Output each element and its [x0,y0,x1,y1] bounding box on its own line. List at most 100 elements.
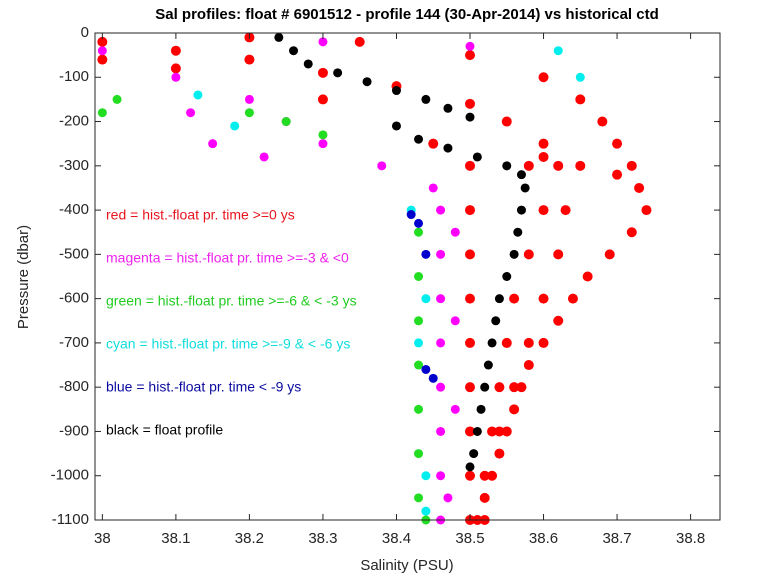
x-axis-label: Salinity (PSU) [360,557,453,574]
y-axis-label: Pressure (dbar) [15,225,32,329]
data-point [465,293,475,304]
data-point [465,112,475,122]
data-point [406,210,416,220]
x-tick-label: 38.8 [676,530,705,547]
data-point [516,205,526,215]
data-point [377,161,387,171]
data-point [428,373,438,383]
data-point [502,161,512,171]
data-point [436,338,446,348]
data-point [443,103,453,113]
data-point [509,382,520,393]
data-point [465,470,475,481]
annotation: green = hist.-float pr. time >=-6 & < -3… [106,293,357,309]
data-point [450,227,460,237]
data-point [516,382,527,393]
data-point [465,160,475,171]
data-point [414,316,424,326]
data-point [391,86,401,96]
data-point [421,294,431,304]
data-point [465,426,475,437]
data-point [414,338,424,348]
data-point [244,94,254,104]
data-point [494,382,505,393]
data-point [244,108,254,118]
data-point [318,130,328,140]
data-point [465,462,475,472]
data-point [487,426,498,437]
data-point [414,449,424,459]
data-point [465,337,475,348]
data-point [450,404,460,414]
data-point [362,77,372,87]
data-point [597,116,608,127]
data-point [230,121,240,131]
plot-frame [94,32,721,521]
x-tick-label: 38.1 [161,530,190,547]
data-point [523,360,534,371]
data-point [553,315,564,326]
y-tick-label: -900 [59,422,89,439]
data-point [469,449,479,459]
data-point [480,382,490,392]
data-point [414,404,424,414]
chart-title: Sal profiles: float # 6901512 - profile … [155,6,659,23]
data-point [509,404,520,415]
x-tick-label: 38 [94,530,111,547]
data-point [520,183,530,193]
data-point [436,294,446,304]
data-point [354,36,365,47]
y-tick-label: -300 [59,157,89,174]
data-point [575,94,586,105]
y-tick-label: -600 [59,290,89,307]
y-tick-label: 0 [81,24,89,41]
x-tick-label: 38.7 [602,530,631,547]
data-point [421,506,431,516]
data-point [487,470,498,481]
data-point [472,152,482,162]
data-point [575,160,586,171]
data-point [538,72,549,83]
data-point [318,139,328,149]
data-point [560,205,571,216]
data-point [171,72,181,82]
data-point [538,293,549,304]
annotation: magenta = hist.-float pr. time >=-3 & <0 [106,250,349,266]
data-point [487,338,497,348]
data-point [491,316,501,326]
data-point [421,471,431,481]
data-point [513,227,523,237]
annotation: black = float profile [106,422,223,438]
data-point [502,272,512,281]
data-point [612,169,623,180]
data-point [421,94,431,104]
data-point [436,249,446,259]
data-point [112,94,122,104]
data-point [436,471,446,481]
data-point [465,41,475,51]
data-point [494,448,505,459]
y-tick-label: -500 [59,245,89,262]
x-tick-label: 38.5 [455,530,484,547]
data-point [553,160,564,171]
data-point [208,139,218,149]
data-point [97,54,108,65]
x-tick-label: 38.4 [382,530,411,547]
data-point [523,337,534,348]
data-point [97,108,107,118]
data-point [604,249,615,260]
data-point [436,426,446,436]
data-point [553,249,564,260]
data-point [443,493,453,503]
data-point [501,337,512,348]
data-point [170,63,181,74]
y-tick-label: -800 [59,378,89,395]
data-point [317,67,328,78]
data-point [538,151,549,162]
data-point [303,59,313,69]
data-point [318,37,328,47]
data-point [414,227,424,237]
data-point [436,205,446,215]
data-point [523,249,534,260]
